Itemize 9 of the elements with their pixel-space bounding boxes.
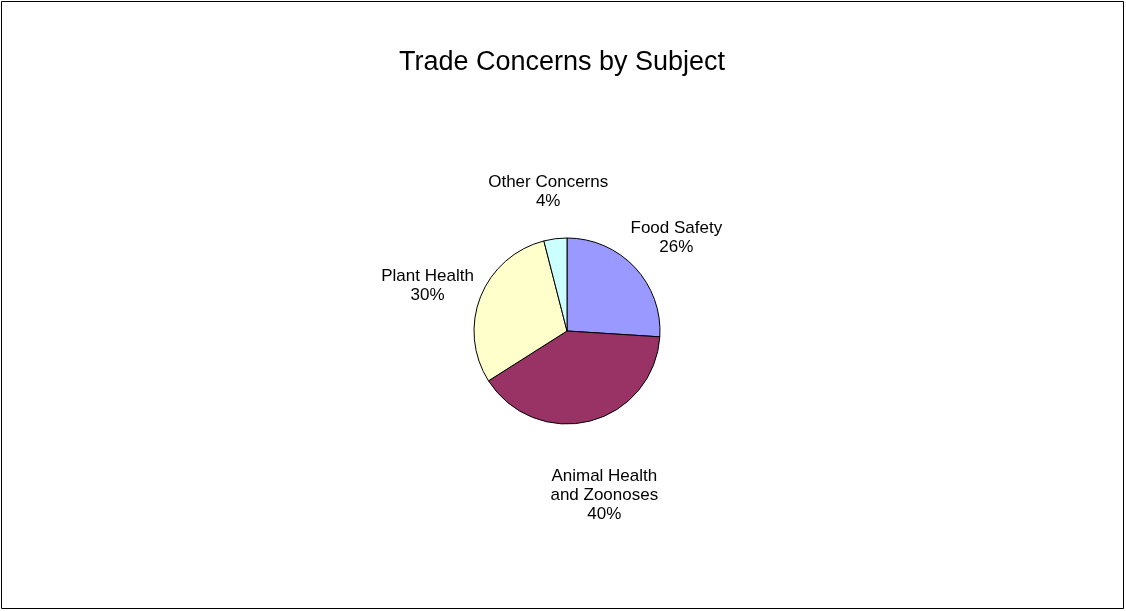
data-label: 40% bbox=[587, 504, 622, 524]
slice-label: Animal Health and Zoonoses bbox=[550, 466, 659, 505]
data-label: 26% bbox=[659, 237, 694, 257]
data-label: 30% bbox=[410, 284, 445, 304]
slice-label: Food Safety bbox=[630, 218, 723, 238]
chart-title: Trade Concerns by Subject bbox=[398, 46, 726, 76]
slice-label: Plant Health bbox=[381, 265, 474, 285]
slice-label: Other Concerns bbox=[488, 172, 609, 192]
data-label: 4% bbox=[535, 191, 561, 211]
